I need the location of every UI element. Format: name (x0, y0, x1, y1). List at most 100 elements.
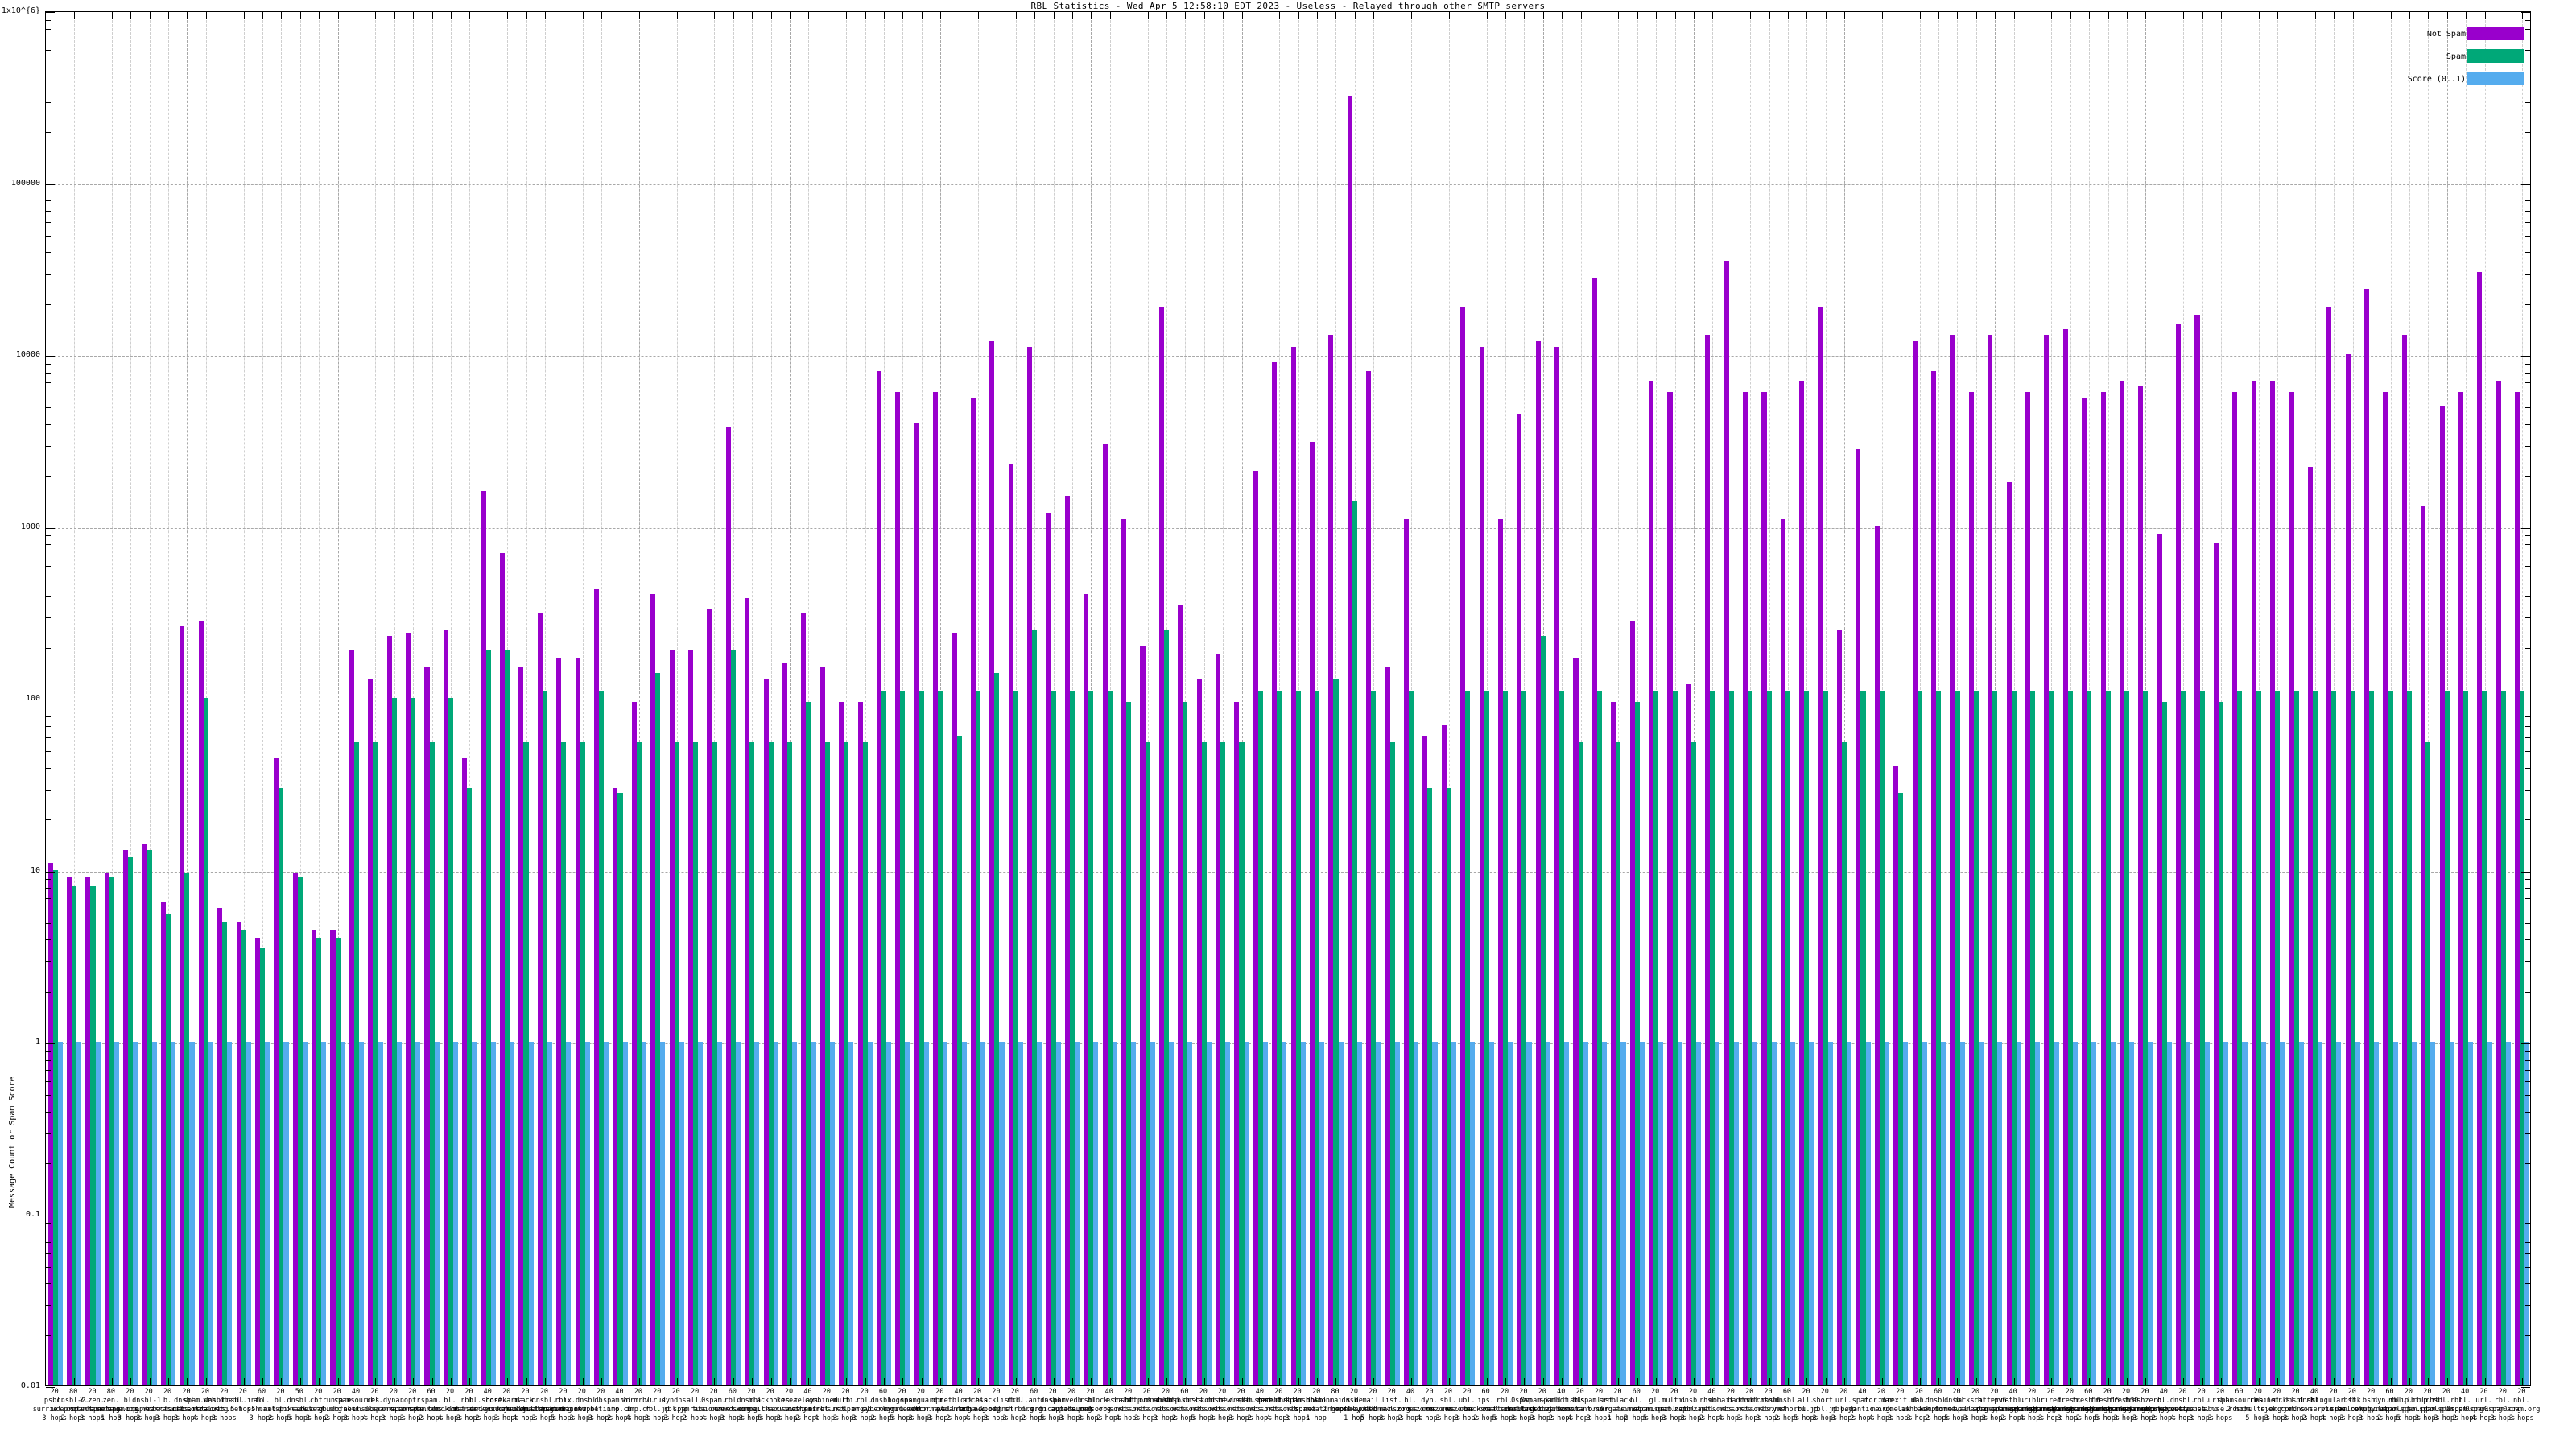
x-axis-tick (1034, 1378, 1036, 1385)
x-axis-tick (1053, 1378, 1055, 1385)
bar-not-spam (481, 490, 486, 1385)
bar-spam (523, 742, 529, 1385)
bar-group (2157, 12, 2172, 1385)
x-axis-tick (714, 12, 716, 19)
x-axis-tick-label: 20 rbl. spamlab.com 3 hops (842, 1388, 888, 1422)
y-axis-minor-tick (2525, 898, 2530, 899)
x-axis-tick (2428, 1378, 2429, 1385)
x-axis-tick-label: 80 dnsbl-2. uceprotect.net 2 hops (52, 1388, 109, 1422)
x-axis-tick (2221, 1378, 2222, 1385)
bar-spam (1069, 691, 1075, 1385)
x-axis-tick-label: 20 backscatter. spameatingmonkey.net 3 hops (1953, 1388, 2037, 1422)
x-axis-tick (2013, 1378, 2015, 1385)
y-axis-minor-tick (46, 423, 51, 425)
x-axis-tick-label: 40 spam. pedantic.org 2 hops (1840, 1388, 1890, 1422)
bar-group (2515, 12, 2530, 1385)
bar-spam (411, 698, 416, 1385)
y-axis-minor-tick (46, 751, 51, 753)
x-axis-tick-label: 20 singular.ttk. pte.hu 4 hops (2311, 1388, 2365, 1422)
bar-not-spam (2421, 506, 2426, 1385)
x-axis-tick (1071, 1378, 1073, 1385)
bar-spam (1842, 742, 1847, 1385)
bar-spam (1389, 742, 1395, 1385)
y-axis-minor-tick (2525, 423, 2530, 425)
bar-not-spam (198, 621, 204, 1385)
bar-score (2374, 1042, 2380, 1385)
y-axis-minor-tick (46, 252, 51, 254)
x-axis-tick (450, 12, 452, 19)
bar-score (378, 1042, 383, 1385)
bar-score (2016, 1042, 2021, 1385)
y-axis-minor-tick (46, 19, 51, 21)
x-axis-tick (394, 12, 395, 19)
bar-score (867, 1042, 873, 1385)
bar-score (1394, 1042, 1400, 1385)
bar-not-spam (462, 758, 468, 1385)
x-axis-tick-label: 40 old.spam.dnsbl. sorbs.net 2 hops (1237, 1388, 1300, 1422)
y-axis-minor-tick (2525, 476, 2530, 477)
y-axis-tick-label: 100000 (10, 178, 40, 188)
bar-spam (693, 742, 699, 1385)
bar-group (1234, 12, 1249, 1385)
bar-not-spam (1121, 518, 1127, 1385)
bar-score (2072, 1042, 2078, 1385)
bar-spam (1596, 691, 1603, 1385)
grid-line-vertical (469, 12, 471, 1385)
x-axis-tick (1542, 1378, 1544, 1385)
x-axis-tick-label: 20 rbl. megarbl.net 5 hops (541, 1388, 587, 1422)
bar-spam (2293, 691, 2299, 1385)
y-axis-major-tick (46, 356, 55, 357)
y-axis-major-tick (46, 527, 55, 529)
bar-not-spam (801, 613, 807, 1385)
y-axis-title: Message Count or Spam Score (8, 1076, 17, 1208)
x-axis-tick (1881, 12, 1883, 19)
x-axis-tick-label: 20 psbl. surriel.com 3 hops (32, 1388, 78, 1422)
x-axis-tick-label: 20 dyndns. rbl.jp 3 hops (661, 1388, 691, 1422)
bar-not-spam (180, 626, 185, 1385)
x-axis-tick (2446, 12, 2448, 19)
bar-spam (2463, 691, 2469, 1385)
bar-not-spam (2157, 534, 2162, 1385)
bar-score (735, 1042, 741, 1385)
y-axis-minor-tick (2525, 200, 2530, 202)
bar-score (829, 1042, 835, 1385)
x-axis-tick (1656, 12, 1657, 19)
x-axis-tick (1806, 1378, 1808, 1385)
bar-group (2289, 12, 2304, 1385)
bar-score (1150, 1042, 1155, 1385)
bar-spam (580, 742, 585, 1385)
grid-line-vertical (790, 12, 791, 1385)
bar-score (2280, 1042, 2285, 1385)
bar-score (1922, 1042, 1927, 1385)
bar-not-spam (1309, 441, 1315, 1385)
bar-score (1131, 1042, 1137, 1385)
grid-line-vertical (1147, 12, 1149, 1385)
x-axis-tick (507, 1378, 509, 1385)
bar-group (349, 12, 365, 1385)
bar-spam (316, 938, 322, 1385)
bar-not-spam (160, 902, 166, 1385)
bar-not-spam (66, 877, 72, 1385)
bar-score (1055, 1042, 1061, 1385)
bar-group (1649, 12, 1664, 1385)
bar-score (1771, 1042, 1777, 1385)
bar-not-spam (1403, 518, 1409, 1385)
y-axis-minor-tick (46, 647, 51, 649)
x-axis-tick (507, 12, 509, 19)
y-axis-major-tick (46, 184, 55, 185)
y-axis-minor-tick (2525, 991, 2530, 993)
bar-not-spam (2439, 406, 2445, 1385)
x-axis-tick (1580, 1378, 1582, 1385)
grid-line-vertical (752, 12, 753, 1385)
bar-group (1102, 12, 1117, 1385)
x-axis-tick-label: 20 dnsbl. anticaptcha.net 5 hops (1030, 1388, 1093, 1422)
bar-group (1912, 12, 1927, 1385)
bar-group (1836, 12, 1852, 1385)
bar-spam (2124, 691, 2130, 1385)
bar-score (321, 1042, 327, 1385)
bar-group (1140, 12, 1155, 1385)
bar-not-spam (2251, 381, 2256, 1385)
bar-not-spam (1686, 684, 1691, 1385)
bar-group (1611, 12, 1626, 1385)
bar-score (2223, 1042, 2229, 1385)
